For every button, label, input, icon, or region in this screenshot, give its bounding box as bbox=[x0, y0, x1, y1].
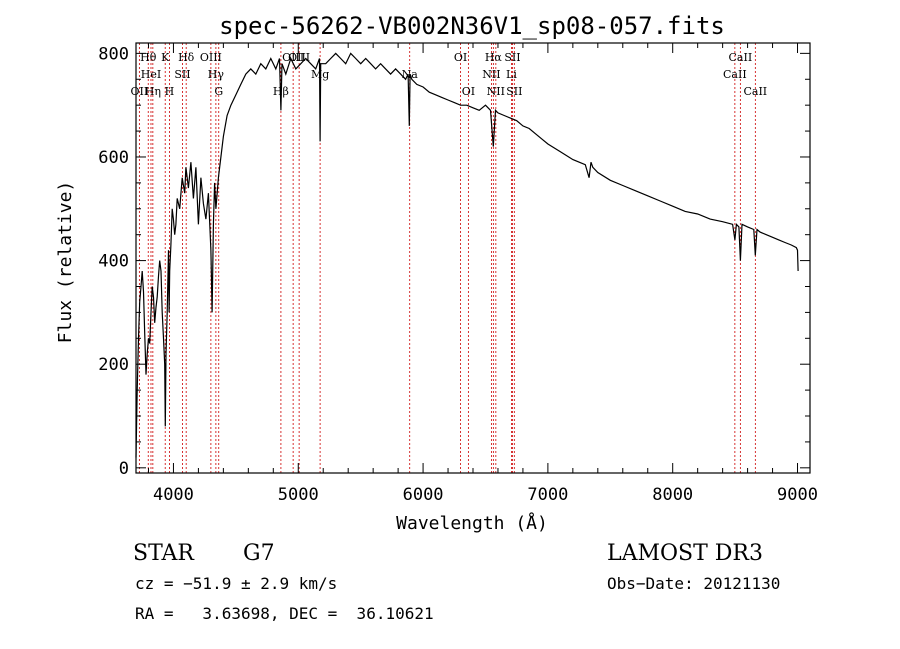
spectral-line-label: Hγ bbox=[208, 68, 225, 81]
spectral-line-label: NII bbox=[487, 85, 505, 98]
y-tick-label: 800 bbox=[98, 44, 129, 64]
x-tick-label: 9000 bbox=[777, 485, 818, 505]
spectral-line-label: CaII bbox=[723, 68, 747, 81]
spectral-line-label: OI bbox=[462, 85, 475, 98]
x-tick-label: 7000 bbox=[527, 485, 568, 505]
spectral-line-label: OII bbox=[131, 85, 149, 98]
spectral-line-label: SII bbox=[174, 68, 190, 81]
coordinates: RA = 3.63698, DEC = 36.10621 bbox=[135, 604, 434, 623]
spectral-line-label: K bbox=[161, 51, 170, 64]
x-axis-ticks: 4000 5000 6000 7000 8000 9000 bbox=[147, 43, 818, 505]
spectral-line-label: CaII bbox=[729, 51, 753, 64]
spectral-line-label: OI bbox=[454, 51, 467, 64]
redshift-info: cz = −51.9 ± 2.9 km/s bbox=[135, 574, 337, 593]
object-class: STAR bbox=[133, 541, 195, 566]
spectral-line-label: OIII bbox=[288, 51, 310, 64]
spectral-line-label: SII bbox=[506, 85, 522, 98]
spectral-line-label: Hθ bbox=[140, 51, 157, 64]
spectral-line-label: NII bbox=[482, 68, 500, 81]
y-tick-label: 600 bbox=[98, 148, 129, 168]
spectral-line-label: HeI bbox=[141, 68, 161, 81]
y-tick-label: 0 bbox=[119, 459, 129, 479]
y-axis-label: Flux (relative) bbox=[55, 181, 76, 344]
object-subclass: G7 bbox=[243, 541, 275, 566]
chart-title: spec-56262-VB002N36V1_sp08-057.fits bbox=[219, 12, 725, 40]
spectral-line-label: G bbox=[214, 85, 223, 98]
spectral-lines bbox=[138, 43, 756, 473]
x-tick-label: 5000 bbox=[278, 485, 319, 505]
spectral-line-label: Hη bbox=[145, 85, 161, 98]
obs-date: Obs−Date: 20121130 bbox=[607, 574, 780, 593]
y-tick-label: 200 bbox=[98, 355, 129, 375]
spectral-line-label: OIII bbox=[282, 51, 304, 64]
x-tick-label: 4000 bbox=[153, 485, 194, 505]
spectral-line-label: CaII bbox=[743, 85, 767, 98]
x-axis-label: Wavelength (Å) bbox=[396, 512, 548, 534]
spectral-line-label: Hδ bbox=[178, 51, 195, 64]
flux-series-line bbox=[135, 52, 799, 458]
y-tick-label: 400 bbox=[98, 252, 129, 272]
y-axis-ticks: 0 200 400 600 800 bbox=[98, 44, 810, 479]
spectral-line-label: Hα bbox=[485, 51, 503, 64]
x-tick-label: 8000 bbox=[652, 485, 693, 505]
spectral-line-label: H bbox=[165, 85, 175, 98]
survey-name: LAMOST DR3 bbox=[607, 541, 763, 566]
spectral-line-label: Li bbox=[506, 68, 517, 81]
spectral-line-label: OIII bbox=[200, 51, 222, 64]
spectral-line-label: SII bbox=[504, 51, 520, 64]
x-tick-label: 6000 bbox=[403, 485, 444, 505]
